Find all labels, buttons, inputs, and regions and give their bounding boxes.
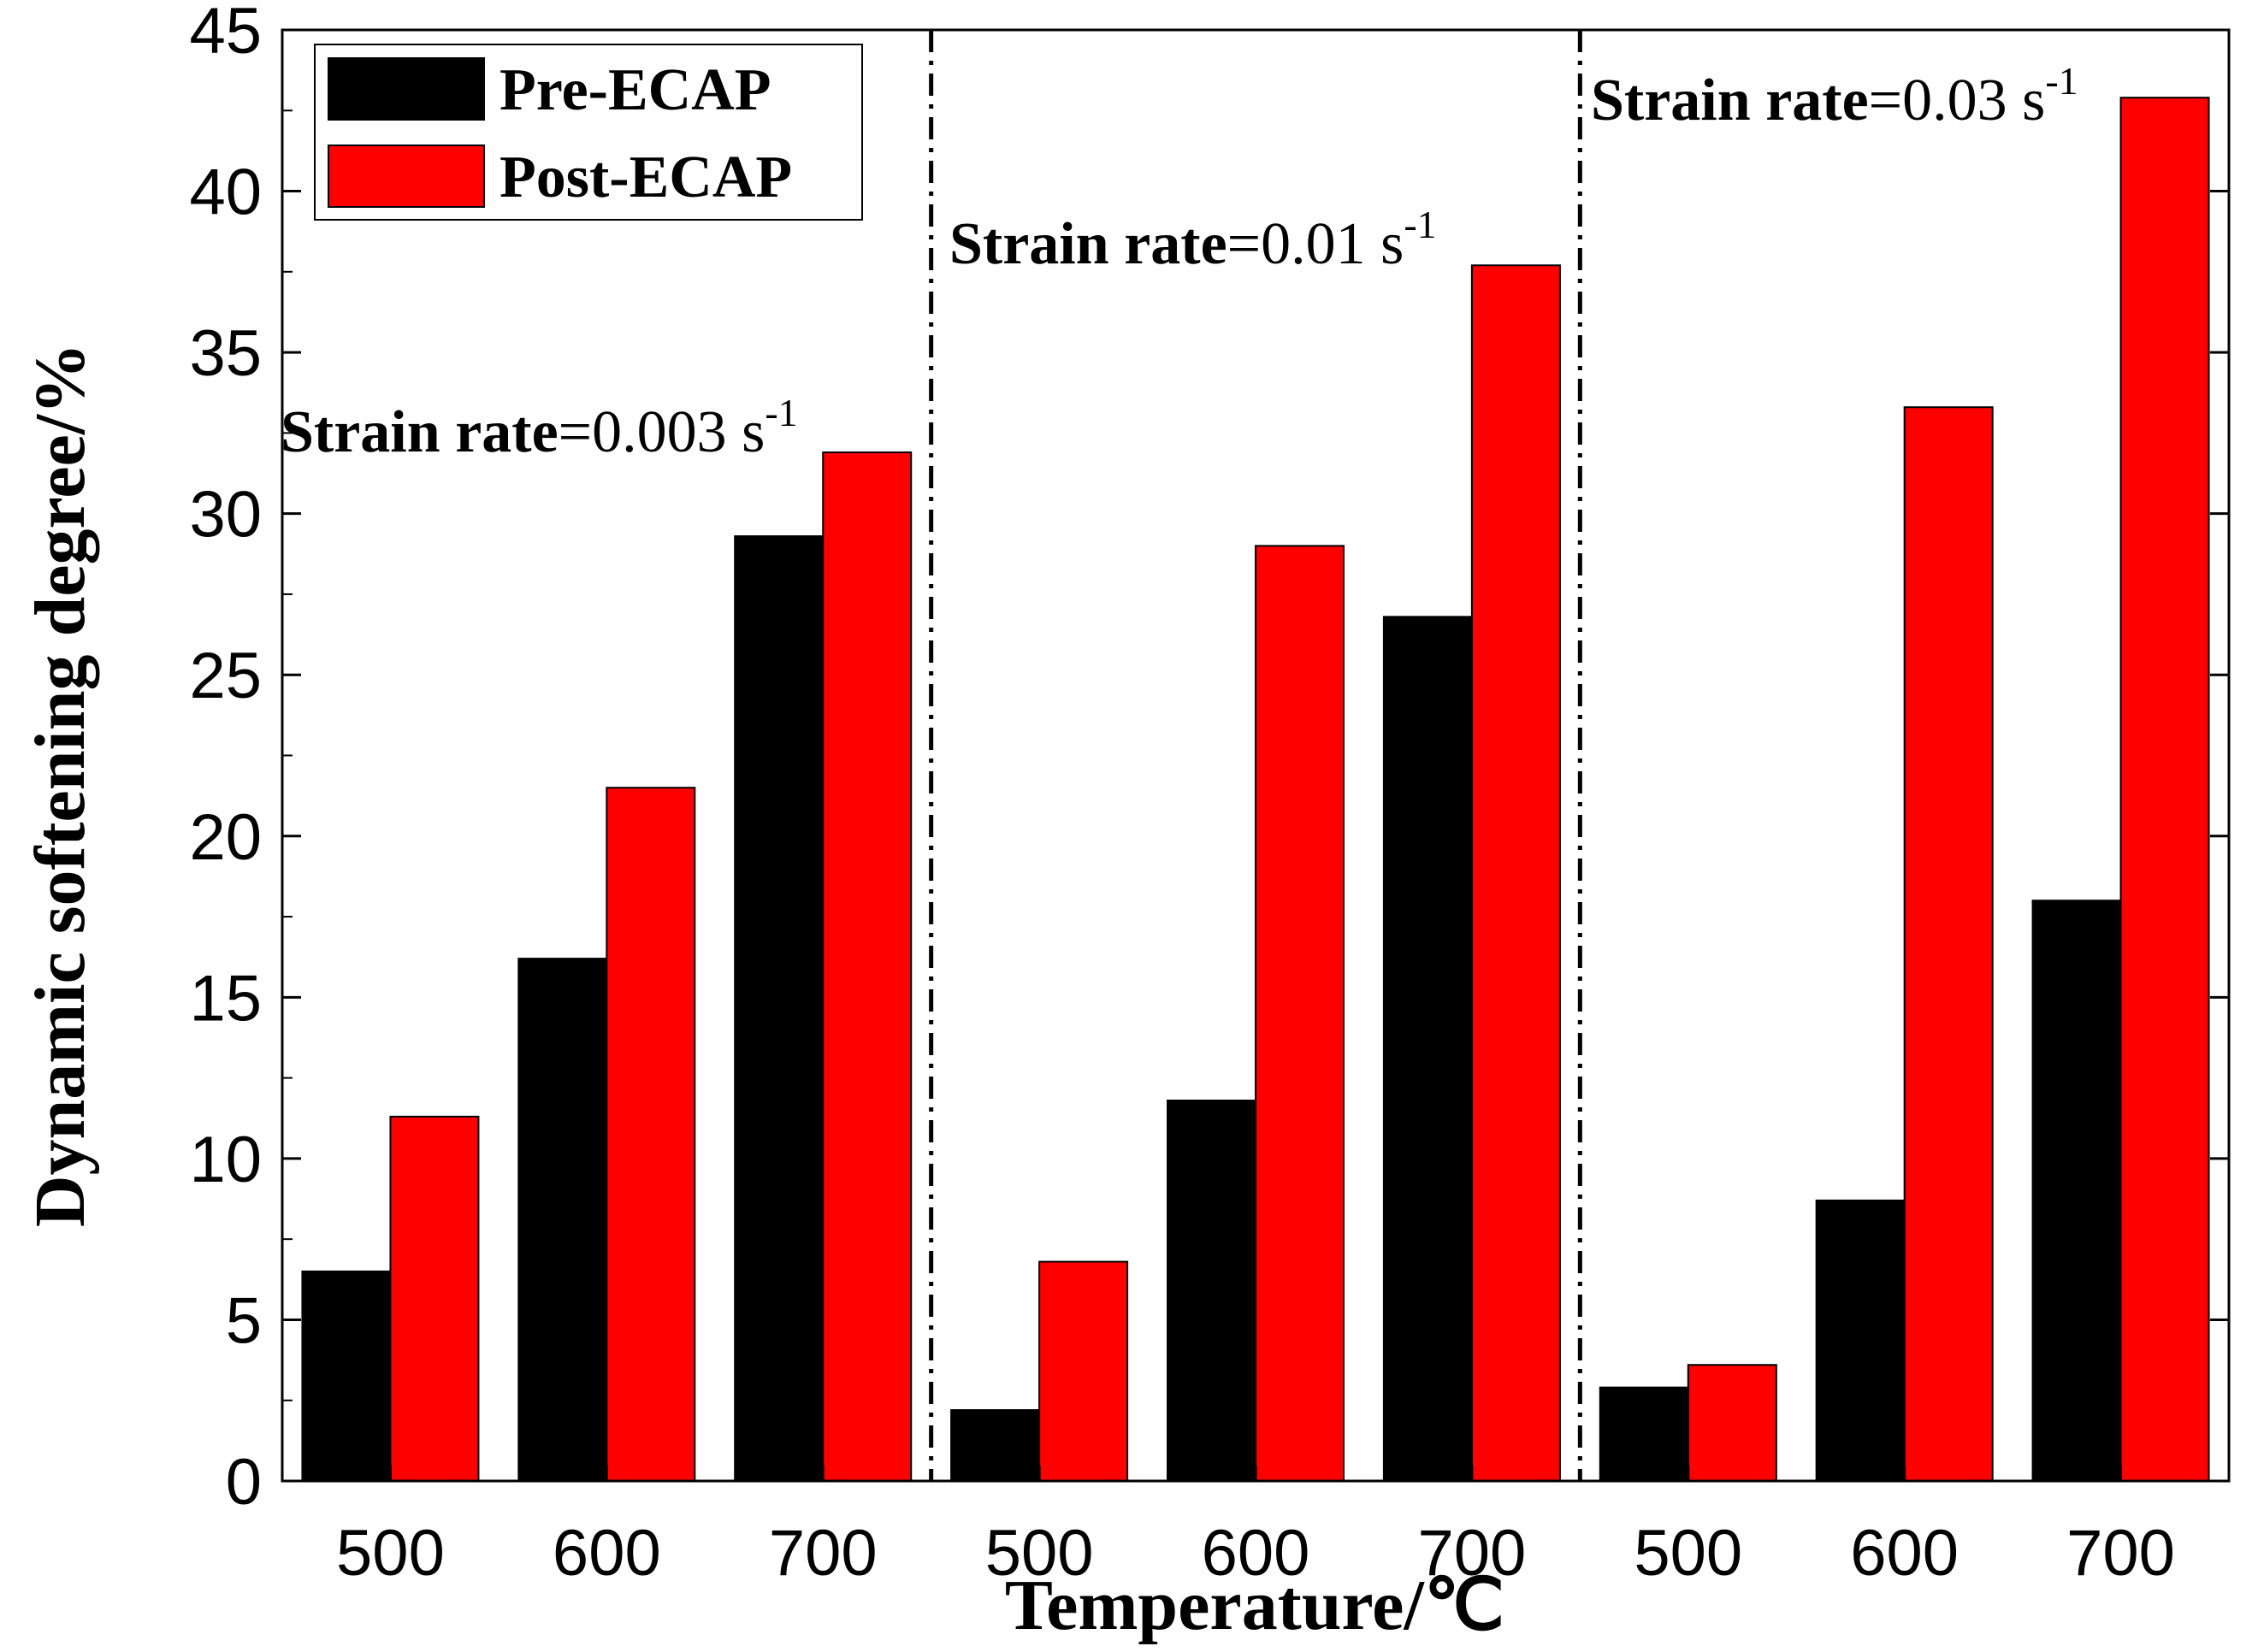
y-tick-label: 45 bbox=[189, 0, 262, 68]
legend-swatch-post-ecap bbox=[328, 145, 485, 208]
x-tick-label: 700 bbox=[1417, 1517, 1526, 1590]
axis-titles: Temperature/℃ Dynamic softening degree/% bbox=[21, 343, 1504, 1645]
x-tick-label: 600 bbox=[1850, 1517, 1959, 1590]
legend: Pre-ECAP Post-ECAP bbox=[314, 44, 863, 221]
y-tick-label: 0 bbox=[226, 1446, 262, 1519]
bar-pre-ecap-7 bbox=[1815, 1199, 1906, 1482]
tick-labels: 500 600 700 500 600 700 500 600 700 0 5 10 15 20 25 30 3… bbox=[189, 0, 2175, 1590]
strain-rate-annotation-2: Strain rate=0.03 s-1 bbox=[1591, 59, 2078, 133]
bar-pre-ecap-2 bbox=[734, 535, 825, 1482]
y-tick-label: 20 bbox=[189, 801, 262, 874]
strain-rate-annotation-0: Strain rate=0.003 s-1 bbox=[281, 391, 798, 465]
legend-swatch-pre-ecap bbox=[328, 57, 485, 121]
x-tick-label: 500 bbox=[336, 1517, 445, 1590]
x-tick-label: 600 bbox=[553, 1517, 661, 1590]
axes bbox=[281, 28, 2231, 1483]
x-tick-label: 600 bbox=[1202, 1517, 1310, 1590]
group-dividers bbox=[929, 30, 1582, 1481]
bar-pre-ecap-4 bbox=[1167, 1100, 1256, 1483]
y-tick-label: 15 bbox=[189, 962, 262, 1035]
strain-rate-annotation-1: Strain rate=0.01 s-1 bbox=[949, 203, 1437, 277]
bar-pre-ecap-1 bbox=[517, 958, 608, 1482]
bar-pre-ecap-6 bbox=[1599, 1386, 1689, 1483]
bar-post-ecap-1 bbox=[606, 787, 696, 1482]
y-tick-label: 25 bbox=[189, 640, 262, 712]
bar-post-ecap-8 bbox=[2119, 97, 2210, 1482]
y-axis-title: Dynamic softening degree/% bbox=[21, 343, 100, 1227]
bar-post-ecap-5 bbox=[1470, 264, 1561, 1482]
y-tick-label: 40 bbox=[189, 156, 262, 229]
x-tick-label: 500 bbox=[985, 1517, 1094, 1590]
bar-post-ecap-4 bbox=[1255, 545, 1345, 1482]
bar-pre-ecap-0 bbox=[301, 1270, 392, 1483]
annotations: Strain rate=0.003 s-1 Strain rate=0.01 s-… bbox=[281, 59, 2078, 465]
bar-post-ecap-7 bbox=[1903, 406, 1994, 1483]
x-tick-label: 700 bbox=[2066, 1517, 2175, 1590]
bar-post-ecap-0 bbox=[389, 1115, 480, 1483]
bar-pre-ecap-5 bbox=[1382, 616, 1473, 1482]
bars-layer bbox=[301, 97, 2210, 1483]
x-tick-label: 500 bbox=[1634, 1517, 1742, 1590]
y-tick-label: 35 bbox=[189, 317, 262, 390]
y-tick-label: 10 bbox=[189, 1124, 262, 1196]
bar-post-ecap-6 bbox=[1687, 1364, 1777, 1482]
legend-label-post-ecap: Post-ECAP bbox=[499, 145, 792, 210]
bar-post-ecap-3 bbox=[1038, 1260, 1129, 1482]
y-tick-label: 30 bbox=[189, 479, 262, 552]
x-tick-label: 700 bbox=[769, 1517, 878, 1590]
bar-pre-ecap-3 bbox=[950, 1409, 1041, 1482]
bar-post-ecap-2 bbox=[822, 451, 913, 1483]
legend-label-pre-ecap: Pre-ECAP bbox=[499, 57, 771, 123]
bar-pre-ecap-8 bbox=[2031, 900, 2122, 1482]
y-tick-label: 5 bbox=[226, 1284, 262, 1357]
x-axis-title: Temperature/℃ bbox=[1005, 1566, 1504, 1645]
